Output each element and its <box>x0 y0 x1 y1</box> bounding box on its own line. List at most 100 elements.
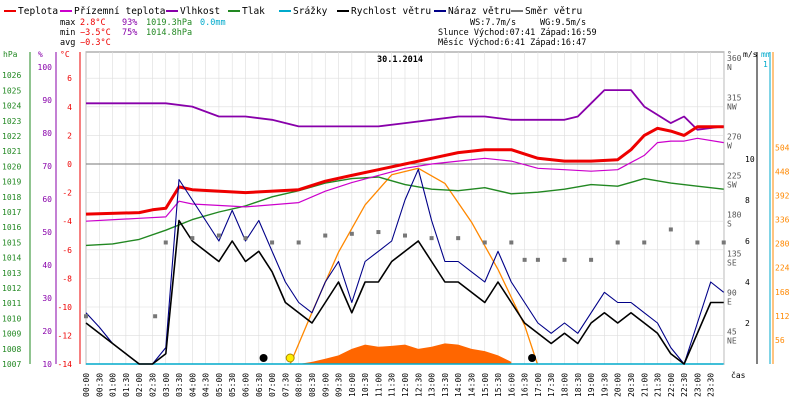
tick-label-direction-compass: SW <box>727 180 737 189</box>
tick-label-hpa: 1016 <box>2 223 21 232</box>
legend-label: Přízemní teplota <box>74 6 166 17</box>
tick-label-direction: 135 <box>727 250 742 259</box>
tick-label-time: 22:00 <box>667 373 676 397</box>
stats-value: min <box>60 28 75 38</box>
tick-label-time: 03:30 <box>175 373 184 397</box>
wind-direction-point <box>243 236 248 241</box>
series-temperature <box>85 125 724 216</box>
tick-label-percent: 90 <box>42 96 52 105</box>
tick-label-time: 05:00 <box>215 373 224 397</box>
axis-label-wind: m/s <box>743 50 758 59</box>
tick-label-direction: 360 <box>727 54 742 63</box>
tick-label-time: 15:00 <box>481 373 490 397</box>
tick-label-hpa: 1021 <box>2 147 21 156</box>
wind-direction-point <box>216 233 221 238</box>
tick-label-direction-compass: NE <box>727 337 737 346</box>
tick-label-percent: 20 <box>42 327 52 336</box>
tick-label-percent: 10 <box>42 360 52 369</box>
tick-label-hpa: 1012 <box>2 284 21 293</box>
tick-label-hpa: 1013 <box>2 269 21 278</box>
tick-label-time: 05:30 <box>228 373 237 397</box>
tick-label-time: 19:30 <box>600 373 609 397</box>
tick-label-time: 02:30 <box>148 373 157 397</box>
tick-label-solar: 56 <box>775 336 785 345</box>
tick-label-hpa: 1018 <box>2 193 21 202</box>
tick-label-time: 06:30 <box>255 373 264 397</box>
stats-value: avg <box>60 38 75 48</box>
stats-value: −3.5°C <box>80 28 111 38</box>
tick-label-time: 18:00 <box>561 373 570 397</box>
tick-label-time: 11:30 <box>388 373 397 397</box>
stats-value: 2.8°C <box>80 18 106 28</box>
tick-label-celsius: -12 <box>58 332 73 341</box>
tick-label-celsius: -8 <box>62 274 72 283</box>
tick-label-hpa: 1019 <box>2 178 21 187</box>
series-wind-gust <box>85 168 725 365</box>
tick-label-time: 00:00 <box>82 373 91 397</box>
legend-label: Vlhkost <box>180 6 220 17</box>
tick-label-wind: 2 <box>745 319 750 328</box>
tick-label-time: 11:00 <box>374 373 383 397</box>
wind-direction-point <box>349 231 354 236</box>
wind-direction-point <box>509 240 514 245</box>
tick-label-hpa: 1023 <box>2 117 21 126</box>
tick-label-hpa: 1024 <box>2 102 21 111</box>
tick-label-hpa: 1009 <box>2 330 21 339</box>
tick-label-solar: 280 <box>775 240 790 249</box>
sunrise-marker <box>285 353 295 363</box>
tick-label-time: 17:30 <box>547 373 556 397</box>
tick-label-wind: 8 <box>745 196 750 205</box>
tick-label-time: 09:30 <box>335 373 344 397</box>
tick-label-direction-compass: E <box>727 298 732 307</box>
tick-label-time: 01:30 <box>122 373 131 397</box>
tick-label-time: 23:30 <box>707 373 716 397</box>
tick-label-direction: 180 <box>727 210 742 219</box>
tick-label-time: 09:00 <box>321 373 330 397</box>
tick-label-time: 06:00 <box>242 373 251 397</box>
stats-value: 0.0mm <box>200 18 226 28</box>
tick-label-celsius: -10 <box>58 303 73 312</box>
tick-label-time: 01:00 <box>109 373 118 397</box>
tick-label-celsius: -6 <box>62 246 72 255</box>
axis-label-celsius: °C <box>60 50 70 59</box>
wind-direction-point <box>642 240 647 245</box>
tick-label-solar: 448 <box>775 167 790 176</box>
wind-direction-point <box>456 236 461 241</box>
tick-label-celsius: -4 <box>62 217 72 226</box>
tick-label-time: 21:00 <box>640 373 649 397</box>
wind-direction-point <box>668 227 673 232</box>
tick-label-time: 15:30 <box>494 373 503 397</box>
tick-label-time: 12:00 <box>401 373 410 397</box>
solar-radiation-area <box>298 343 512 364</box>
tick-label-time: 14:30 <box>467 373 476 397</box>
wind-direction-point <box>522 257 527 262</box>
tick-label-time: 02:00 <box>135 373 144 397</box>
stats-value: 75% <box>122 28 137 38</box>
tick-label-percent: 100 <box>38 63 53 72</box>
tick-label-time: 13:00 <box>428 373 437 397</box>
tick-label-solar: 392 <box>775 191 790 200</box>
tick-label-time: 04:00 <box>188 373 197 397</box>
tick-label-time: 12:30 <box>414 373 423 397</box>
tick-label-wind: 10 <box>745 155 755 164</box>
wind-direction-point <box>403 233 407 238</box>
wind-direction-point <box>589 257 594 262</box>
tick-label-direction: 225 <box>727 171 742 180</box>
tick-label-hpa: 1010 <box>2 314 21 323</box>
tick-label-time: 20:00 <box>614 373 623 397</box>
tick-label-time: 21:30 <box>654 373 663 397</box>
legend-label: Rychlost větru <box>351 6 431 17</box>
tick-label-percent: 60 <box>42 195 52 204</box>
tick-label-percent: 70 <box>42 162 52 171</box>
legend-label: Náraz větru <box>448 6 511 17</box>
tick-label-percent: 40 <box>42 261 52 270</box>
tick-label-celsius: 0 <box>67 160 72 169</box>
tick-label-solar: 504 <box>775 143 790 152</box>
tick-label-direction: 315 <box>727 93 742 102</box>
wind-direction-point <box>296 240 301 245</box>
wind-direction-point <box>562 257 567 262</box>
tick-label-hpa: 1020 <box>2 162 21 171</box>
chart-title: 30.1.2014 <box>377 55 423 65</box>
tick-label-hpa: 1015 <box>2 238 21 247</box>
